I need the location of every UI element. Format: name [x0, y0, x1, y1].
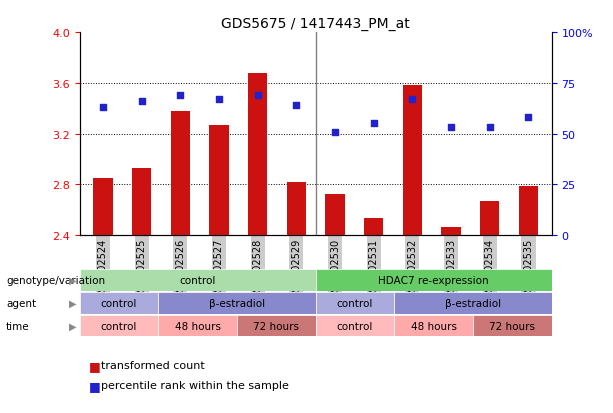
Text: β-estradiol: β-estradiol [445, 298, 501, 308]
Text: agent: agent [6, 298, 36, 308]
Bar [80, 270, 316, 291]
Text: percentile rank within the sample: percentile rank within the sample [101, 380, 289, 390]
Bar [394, 315, 473, 337]
Bar [316, 270, 552, 291]
Bar [93, 178, 113, 235]
Bar [132, 169, 151, 235]
Text: 48 hours: 48 hours [411, 321, 457, 331]
Point [137, 99, 147, 105]
Text: ■: ■ [89, 379, 101, 392]
Point [175, 93, 185, 99]
Bar [248, 74, 267, 235]
Text: ▶: ▶ [69, 321, 76, 331]
Point [214, 97, 224, 103]
Bar [519, 186, 538, 235]
Point [330, 129, 340, 135]
Point [291, 102, 301, 109]
Text: control: control [180, 275, 216, 285]
Bar [80, 315, 158, 337]
Point [408, 97, 417, 103]
Point [98, 104, 108, 111]
Text: 48 hours: 48 hours [175, 321, 221, 331]
Bar [326, 195, 345, 235]
Text: control: control [101, 298, 137, 308]
Bar [80, 292, 158, 314]
Text: 72 hours: 72 hours [253, 321, 299, 331]
Bar [394, 292, 552, 314]
Bar [403, 86, 422, 235]
Text: time: time [6, 321, 30, 331]
Text: control: control [337, 321, 373, 331]
Text: ▶: ▶ [69, 298, 76, 308]
Bar [441, 228, 461, 235]
Point [446, 125, 456, 131]
Bar [316, 315, 394, 337]
Text: 72 hours: 72 hours [489, 321, 535, 331]
Bar [364, 219, 383, 235]
Text: control: control [337, 298, 373, 308]
Text: HDAC7 re-expression: HDAC7 re-expression [378, 275, 489, 285]
Bar [237, 315, 316, 337]
Title: GDS5675 / 1417443_PM_at: GDS5675 / 1417443_PM_at [221, 17, 410, 31]
Text: ■: ■ [89, 359, 101, 372]
Text: ▶: ▶ [69, 275, 76, 285]
Bar [158, 292, 316, 314]
Bar [170, 112, 190, 235]
Text: control: control [101, 321, 137, 331]
Bar [209, 126, 229, 235]
Point [524, 115, 533, 121]
Text: transformed count: transformed count [101, 361, 205, 370]
Point [253, 93, 262, 99]
Text: β-estradiol: β-estradiol [209, 298, 265, 308]
Bar [158, 315, 237, 337]
Bar [480, 201, 500, 235]
Bar [316, 292, 394, 314]
Point [485, 125, 495, 131]
Point [369, 121, 379, 127]
Bar [473, 315, 552, 337]
Text: genotype/variation: genotype/variation [6, 275, 105, 285]
Bar [287, 182, 306, 235]
